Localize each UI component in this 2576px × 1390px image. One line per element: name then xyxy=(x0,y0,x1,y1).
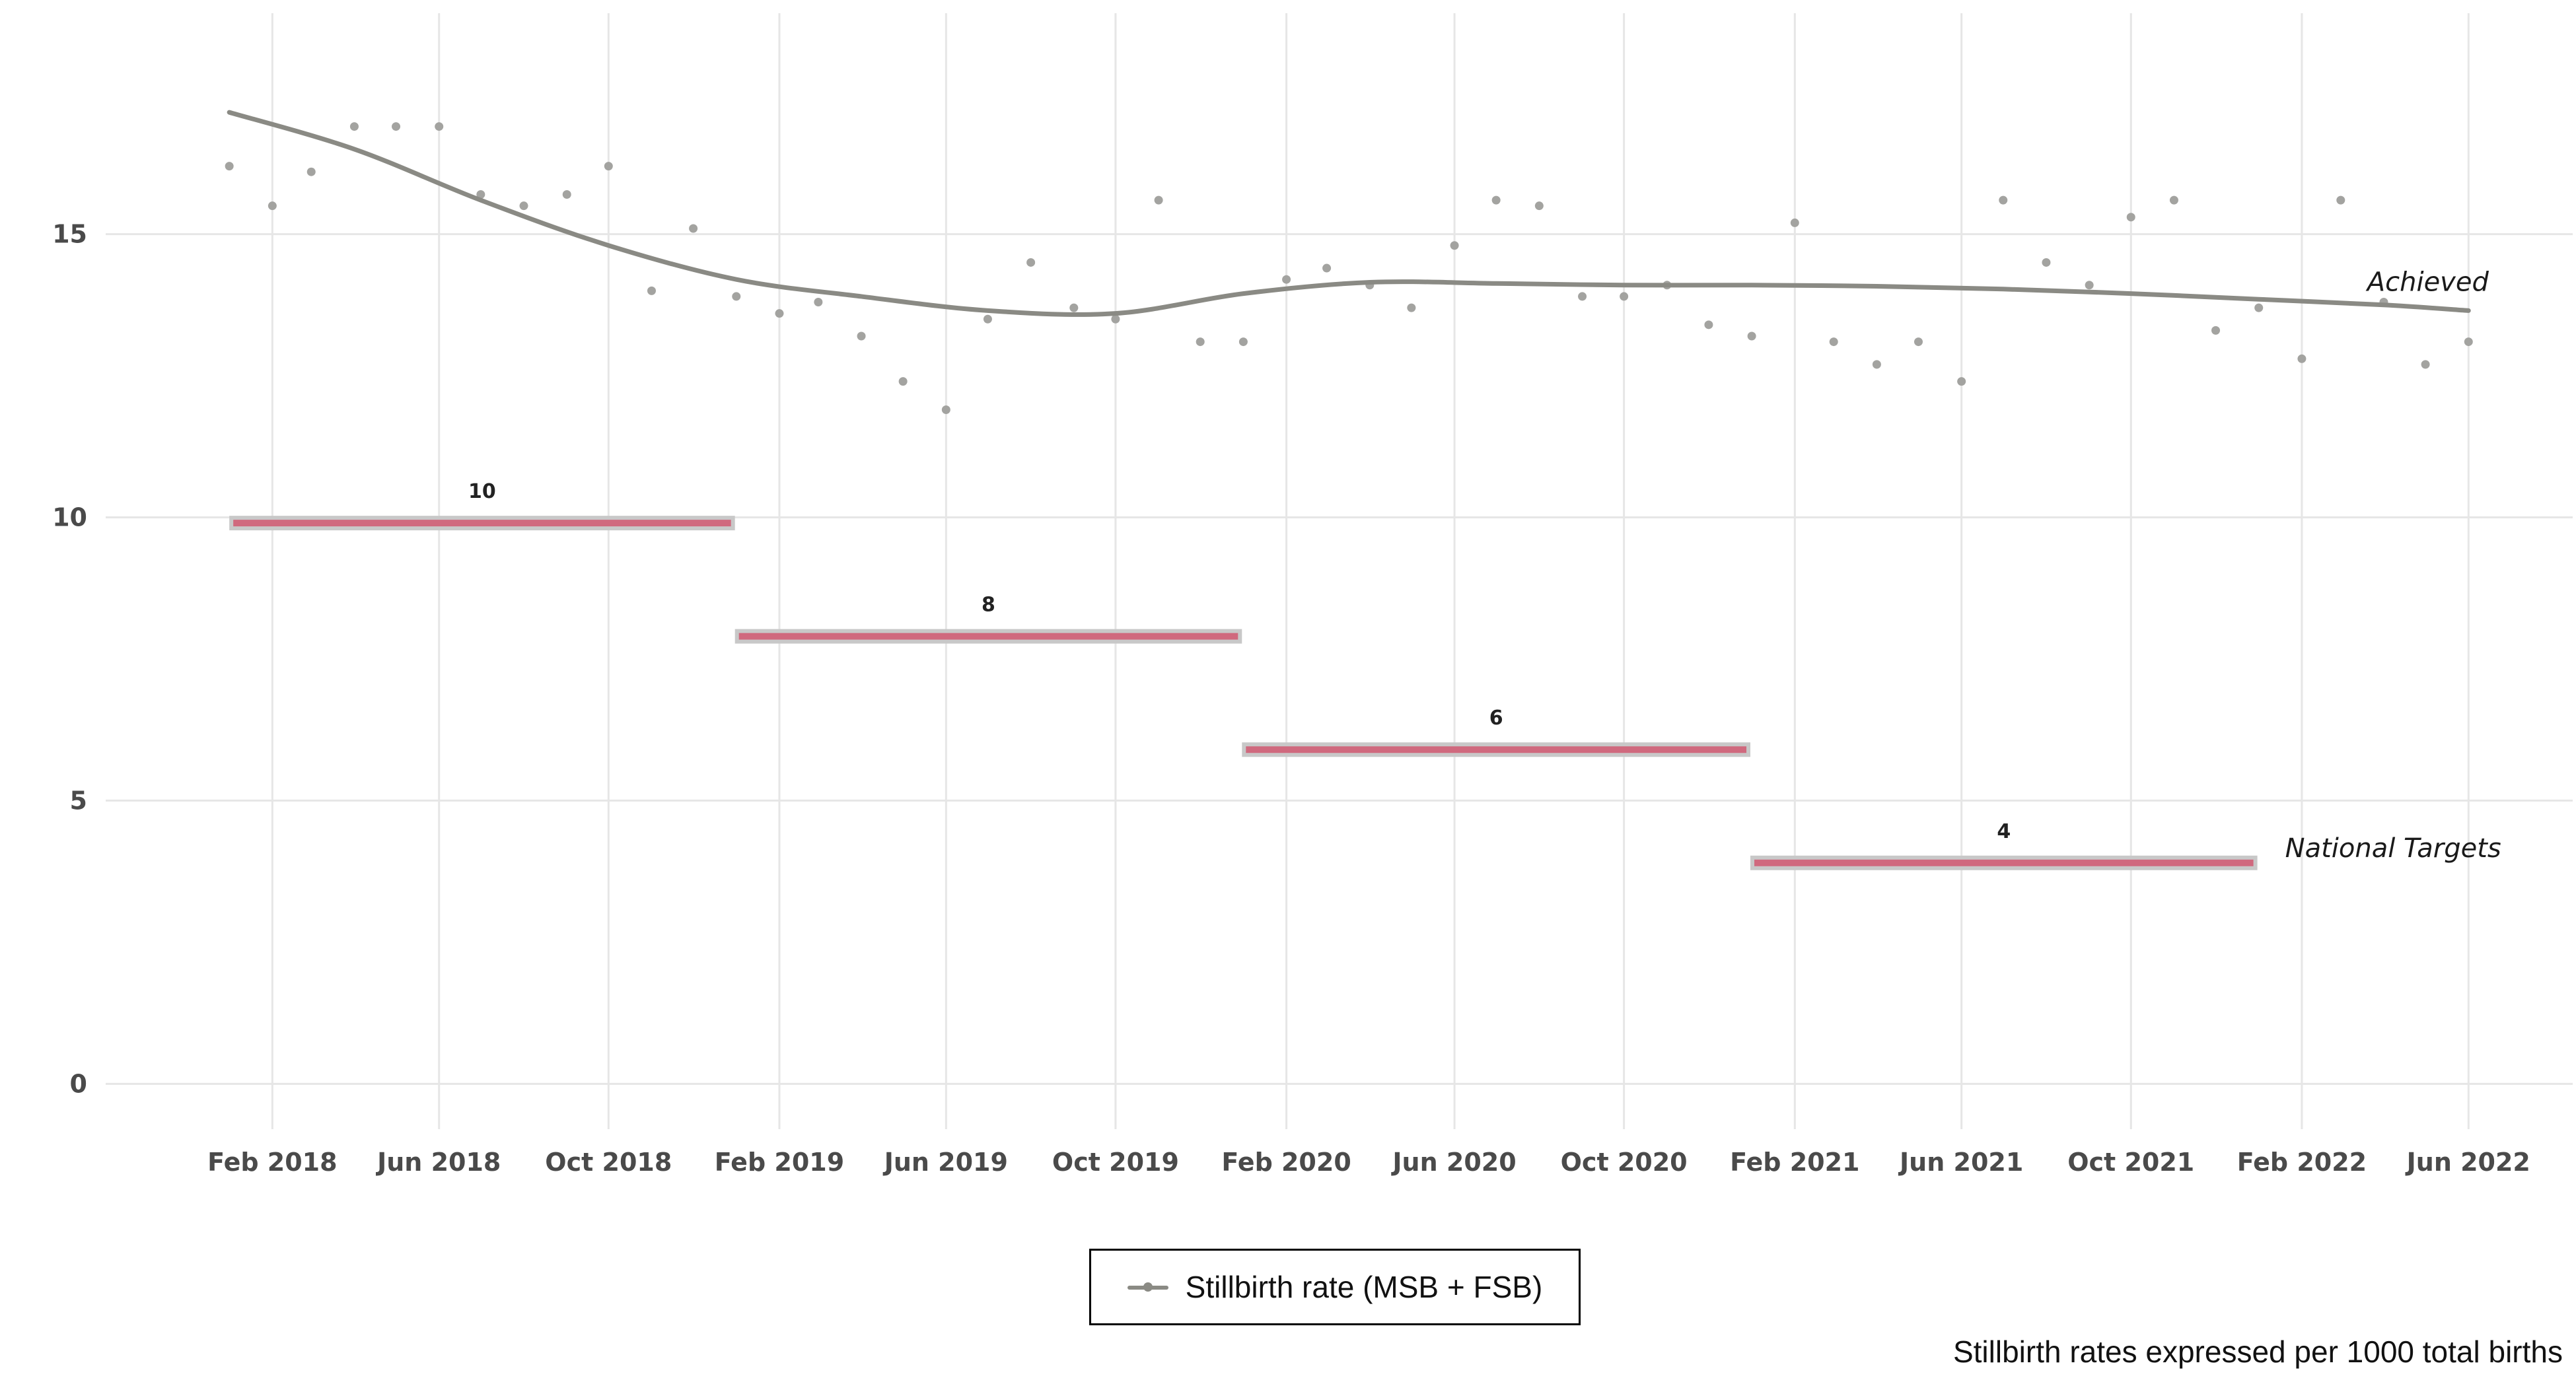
legend-label: Stillbirth rate (MSB + FSB) xyxy=(1185,1270,1543,1304)
data-point xyxy=(1999,195,2008,205)
legend: Stillbirth rate (MSB + FSB) xyxy=(1089,1249,1581,1325)
data-point xyxy=(519,201,528,211)
x-tick-label: Oct 2021 xyxy=(2067,1148,2194,1177)
data-point xyxy=(476,190,485,199)
data-point xyxy=(2211,326,2221,335)
data-point xyxy=(647,286,656,295)
x-tick-label: Oct 2020 xyxy=(1561,1148,1688,1177)
data-point xyxy=(2126,213,2135,222)
x-tick-label: Oct 2018 xyxy=(545,1148,672,1177)
x-tick-label: Jun 2019 xyxy=(882,1148,1008,1177)
target-label: 6 xyxy=(1489,707,1503,730)
data-point xyxy=(1450,241,1459,250)
data-point xyxy=(983,314,992,324)
x-tick-label: Feb 2018 xyxy=(207,1148,337,1177)
data-point xyxy=(604,162,613,171)
data-point xyxy=(1704,320,1713,330)
data-point xyxy=(2085,281,2094,290)
data-point xyxy=(1026,258,1036,267)
data-point xyxy=(2297,354,2307,363)
x-tick-label: Oct 2019 xyxy=(1052,1148,1179,1177)
target-label: 10 xyxy=(468,480,496,503)
data-point xyxy=(1914,337,1923,347)
data-point xyxy=(2042,258,2051,267)
data-point xyxy=(1491,195,1501,205)
data-point xyxy=(898,377,908,386)
data-point xyxy=(1747,331,1756,341)
x-tick-label: Jun 2022 xyxy=(2405,1148,2530,1177)
data-point xyxy=(1578,292,1587,301)
data-point xyxy=(1790,218,1799,227)
data-point xyxy=(1069,303,1079,312)
chart-caption: Stillbirth rates expressed per 1000 tota… xyxy=(1952,1335,2563,1369)
data-point xyxy=(689,224,698,233)
data-point xyxy=(1238,337,1248,347)
data-point xyxy=(1282,275,1291,284)
data-point xyxy=(1957,377,1966,386)
target-label: 8 xyxy=(982,594,995,617)
annotation-label: National Targets xyxy=(2285,833,2501,864)
legend-line-marker-icon xyxy=(1127,1277,1168,1297)
y-tick-label: 10 xyxy=(52,503,87,532)
x-tick-label: Jun 2020 xyxy=(1390,1148,1516,1177)
x-tick-label: Feb 2020 xyxy=(1221,1148,1351,1177)
target-label: 4 xyxy=(1997,820,2011,843)
data-point xyxy=(225,162,234,171)
y-tick-label: 0 xyxy=(70,1069,87,1098)
data-point xyxy=(349,122,359,131)
x-tick-label: Feb 2019 xyxy=(715,1148,844,1177)
data-point xyxy=(392,122,401,131)
data-point xyxy=(1154,195,1163,205)
data-point xyxy=(2464,337,2473,347)
data-point xyxy=(775,309,784,318)
y-tick-label: 5 xyxy=(70,786,87,815)
trend-line xyxy=(227,110,2471,317)
data-point xyxy=(2254,303,2264,312)
x-tick-label: Jun 2018 xyxy=(375,1148,501,1177)
data-point xyxy=(1872,360,1881,369)
data-point xyxy=(562,190,571,199)
data-point xyxy=(732,292,741,301)
annotation-label: Achieved xyxy=(2365,267,2489,297)
data-point xyxy=(2421,360,2430,369)
data-point xyxy=(2169,195,2178,205)
data-point xyxy=(1322,263,1332,273)
data-point xyxy=(2336,195,2345,205)
data-point xyxy=(1407,303,1416,312)
data-point xyxy=(268,201,277,211)
data-point xyxy=(435,122,444,131)
data-point xyxy=(1620,292,1629,301)
data-point xyxy=(1196,337,1205,347)
x-tick-label: Jun 2021 xyxy=(1898,1148,2023,1177)
x-tick-label: Feb 2022 xyxy=(2237,1148,2367,1177)
data-point xyxy=(306,167,316,176)
data-point xyxy=(1829,337,1838,347)
data-point xyxy=(1111,314,1120,324)
data-point xyxy=(941,405,950,415)
data-point xyxy=(1534,201,1544,211)
data-point xyxy=(857,331,866,341)
data-point xyxy=(814,298,823,307)
x-tick-label: Feb 2021 xyxy=(1730,1148,1859,1177)
y-tick-label: 15 xyxy=(52,220,87,249)
